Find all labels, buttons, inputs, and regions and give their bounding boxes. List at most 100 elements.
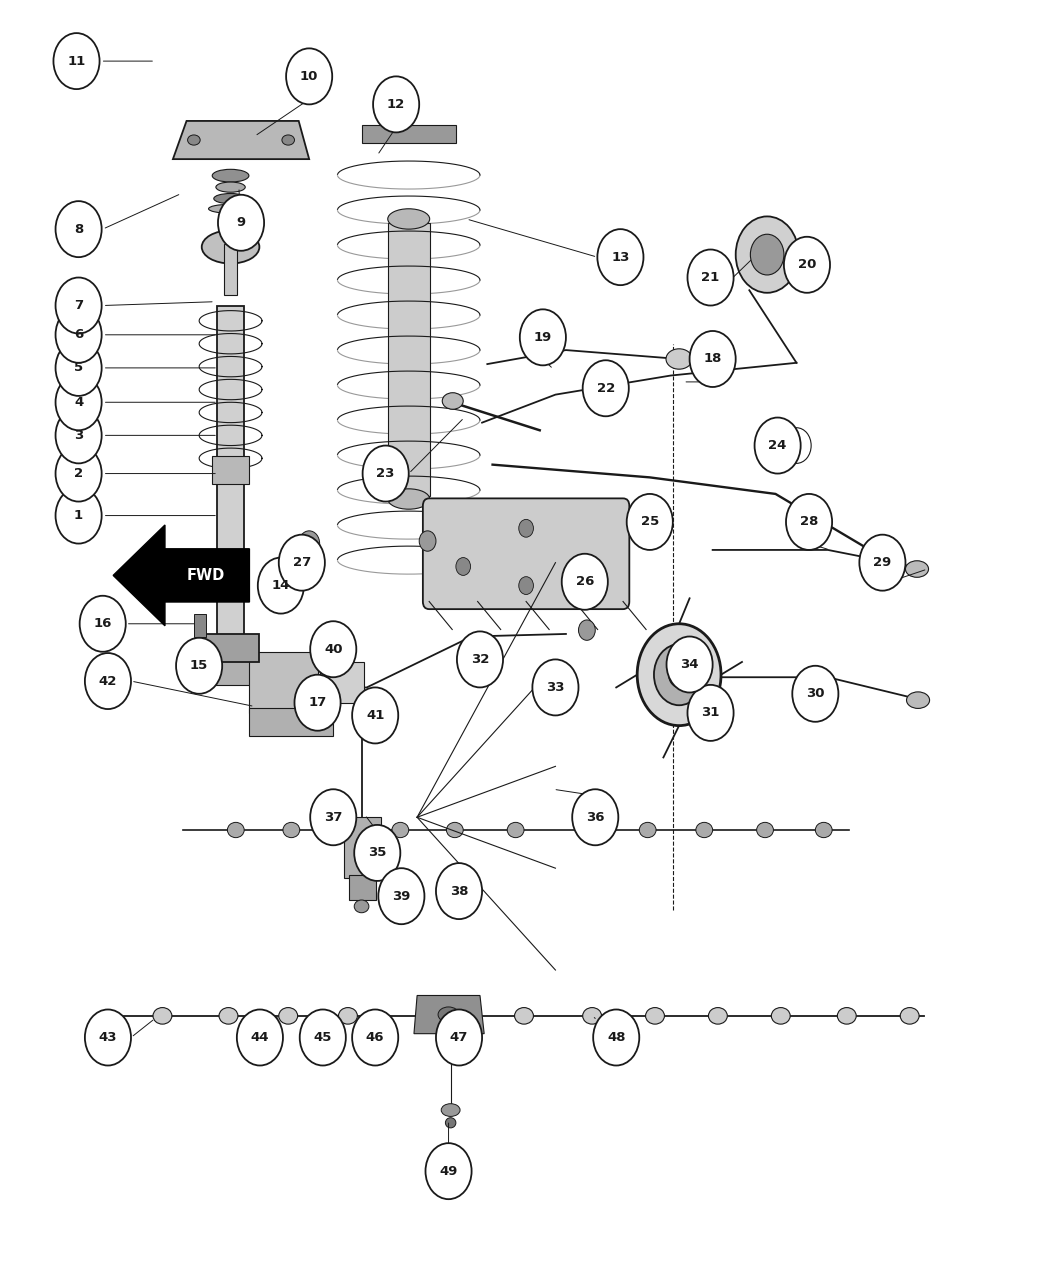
Bar: [224, 244, 237, 295]
Circle shape: [218, 195, 264, 251]
Text: 38: 38: [450, 885, 468, 897]
Circle shape: [519, 519, 533, 537]
Text: 35: 35: [368, 847, 387, 859]
Ellipse shape: [209, 205, 253, 214]
Circle shape: [176, 638, 222, 694]
Circle shape: [782, 428, 811, 463]
Circle shape: [687, 250, 734, 306]
Ellipse shape: [639, 822, 656, 838]
Text: 17: 17: [308, 696, 327, 709]
Text: 48: 48: [607, 1031, 626, 1044]
Text: 26: 26: [575, 575, 594, 588]
Text: 30: 30: [806, 687, 825, 700]
Circle shape: [299, 531, 320, 556]
Circle shape: [237, 1009, 283, 1066]
Text: 39: 39: [392, 890, 411, 903]
Bar: [208, 659, 254, 685]
Text: 10: 10: [300, 70, 319, 83]
Circle shape: [56, 278, 102, 334]
Polygon shape: [113, 524, 249, 626]
Circle shape: [56, 201, 102, 257]
Text: 4: 4: [74, 396, 83, 409]
Circle shape: [85, 1009, 131, 1066]
Circle shape: [310, 621, 356, 677]
Text: 37: 37: [324, 811, 343, 824]
Ellipse shape: [837, 1008, 856, 1023]
Circle shape: [669, 662, 690, 687]
Ellipse shape: [646, 1008, 664, 1023]
Text: 31: 31: [701, 707, 720, 719]
Circle shape: [578, 620, 595, 640]
Text: 47: 47: [450, 1031, 468, 1044]
Circle shape: [352, 687, 398, 743]
Ellipse shape: [907, 693, 930, 708]
Ellipse shape: [438, 1007, 459, 1022]
Ellipse shape: [219, 1008, 238, 1023]
Circle shape: [53, 33, 100, 89]
Circle shape: [578, 569, 595, 589]
Text: 16: 16: [93, 617, 112, 630]
Ellipse shape: [153, 1008, 172, 1023]
Text: 46: 46: [366, 1031, 385, 1044]
Circle shape: [80, 596, 126, 652]
Bar: [194, 614, 206, 636]
Text: 2: 2: [74, 467, 83, 480]
Circle shape: [354, 825, 400, 881]
Text: 28: 28: [800, 516, 818, 528]
Text: 22: 22: [596, 382, 615, 395]
Circle shape: [582, 558, 596, 575]
Ellipse shape: [665, 349, 693, 369]
Circle shape: [286, 48, 332, 104]
Text: 14: 14: [271, 579, 290, 592]
Ellipse shape: [507, 822, 524, 838]
Bar: [249, 708, 333, 736]
Text: 1: 1: [74, 509, 83, 522]
Text: 49: 49: [439, 1165, 458, 1178]
Circle shape: [378, 868, 424, 924]
Ellipse shape: [442, 393, 463, 410]
Text: 34: 34: [680, 658, 699, 671]
Ellipse shape: [283, 822, 300, 838]
Circle shape: [373, 76, 419, 132]
Bar: [201, 634, 259, 662]
Bar: [217, 306, 244, 636]
Ellipse shape: [581, 822, 597, 838]
Circle shape: [583, 360, 629, 416]
Ellipse shape: [441, 1104, 460, 1116]
Ellipse shape: [279, 1008, 298, 1023]
Circle shape: [667, 636, 713, 693]
Circle shape: [736, 216, 799, 293]
Circle shape: [627, 494, 673, 550]
Circle shape: [436, 1009, 482, 1066]
Text: 18: 18: [703, 353, 722, 365]
FancyBboxPatch shape: [422, 499, 629, 610]
Ellipse shape: [708, 1008, 727, 1023]
Bar: [344, 817, 381, 878]
Circle shape: [792, 666, 838, 722]
Text: 6: 6: [74, 328, 83, 341]
Polygon shape: [173, 121, 309, 159]
Ellipse shape: [757, 822, 773, 838]
Text: 33: 33: [546, 681, 565, 694]
Text: 36: 36: [586, 811, 605, 824]
Ellipse shape: [900, 1008, 919, 1023]
Circle shape: [562, 554, 608, 610]
Bar: [212, 456, 249, 484]
Circle shape: [786, 494, 832, 550]
Circle shape: [436, 863, 482, 919]
Text: 24: 24: [768, 439, 787, 452]
Circle shape: [425, 1143, 472, 1199]
Ellipse shape: [445, 1118, 456, 1128]
Circle shape: [519, 577, 533, 594]
Ellipse shape: [771, 1008, 790, 1023]
Ellipse shape: [201, 230, 260, 264]
Circle shape: [294, 675, 341, 731]
Circle shape: [85, 653, 131, 709]
Text: 5: 5: [74, 362, 83, 374]
Ellipse shape: [388, 209, 430, 229]
Text: FWD: FWD: [187, 568, 225, 583]
Text: 42: 42: [99, 675, 117, 687]
Text: 27: 27: [292, 556, 311, 569]
Ellipse shape: [815, 822, 832, 838]
Ellipse shape: [392, 822, 409, 838]
